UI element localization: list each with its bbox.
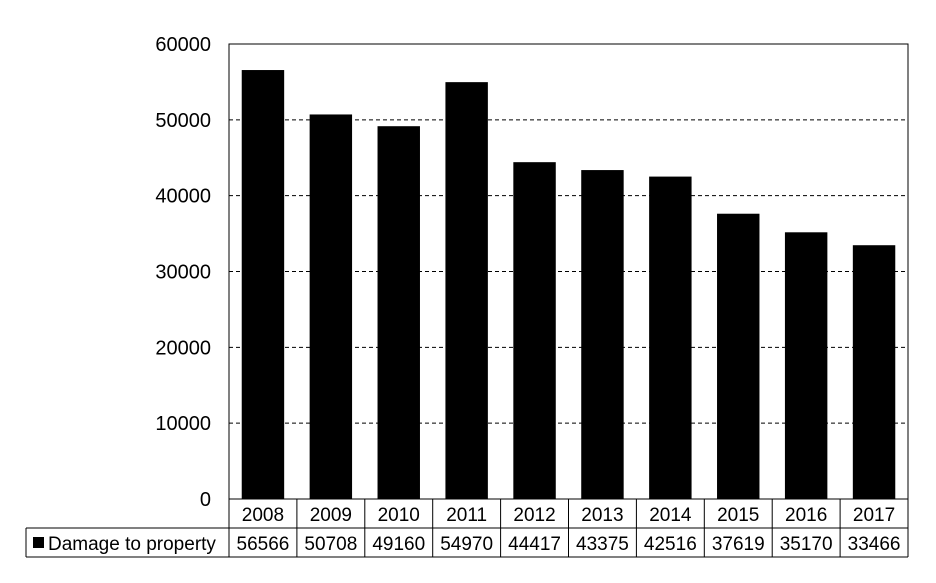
x-category-label: 2015 bbox=[717, 505, 759, 526]
y-tick-label: 10000 bbox=[155, 413, 211, 435]
data-value-label: 50708 bbox=[304, 534, 357, 555]
bar-2014 bbox=[649, 176, 692, 499]
x-category-label: 2011 bbox=[446, 505, 487, 526]
data-value-label: 37619 bbox=[712, 534, 765, 555]
y-tick-label: 20000 bbox=[155, 337, 211, 359]
bar-2015 bbox=[717, 213, 760, 499]
bars bbox=[241, 70, 896, 500]
legend-key-swatch bbox=[33, 537, 44, 548]
x-category-label: 2009 bbox=[310, 505, 352, 526]
legend-series-name: Damage to property bbox=[48, 534, 216, 555]
data-value-label: 42516 bbox=[644, 534, 697, 555]
x-category-label: 2013 bbox=[581, 505, 623, 526]
data-value-label: 44417 bbox=[508, 534, 561, 555]
bar-2017 bbox=[852, 245, 896, 499]
y-tick-label: 60000 bbox=[155, 34, 211, 56]
x-category-label: 2014 bbox=[649, 505, 692, 526]
data-value-label: 33466 bbox=[848, 534, 901, 555]
y-tick-label: 40000 bbox=[155, 186, 211, 208]
y-tick-label: 30000 bbox=[155, 262, 211, 284]
x-category-label: 2008 bbox=[242, 505, 284, 526]
x-category-label: 2017 bbox=[853, 505, 895, 526]
bar-2013 bbox=[581, 170, 624, 499]
bar-2012 bbox=[513, 162, 556, 499]
data-value-label: 43375 bbox=[576, 534, 629, 555]
y-tick-label: 50000 bbox=[155, 110, 211, 132]
data-value-label: 35170 bbox=[780, 534, 833, 555]
bar-2008 bbox=[241, 70, 285, 499]
x-category-label: 2012 bbox=[513, 505, 555, 526]
bar-2016 bbox=[784, 232, 828, 499]
bar-2011 bbox=[445, 82, 488, 499]
y-tick-label: 0 bbox=[200, 489, 211, 511]
y-axis-ticks: 0 10000 20000 30000 40000 50000 60000 bbox=[155, 34, 211, 511]
x-category-label: 2016 bbox=[785, 505, 827, 526]
data-value-label: 49160 bbox=[372, 534, 425, 555]
bar-2009 bbox=[309, 114, 353, 500]
x-category-label: 2010 bbox=[378, 505, 420, 526]
data-value-label: 54970 bbox=[440, 534, 493, 555]
data-value-label: 56566 bbox=[237, 534, 290, 555]
data-table: 2008 56566 2009 50708 2010 49160 2011 54970 2012… bbox=[25, 499, 909, 558]
bar-2010 bbox=[377, 126, 420, 499]
